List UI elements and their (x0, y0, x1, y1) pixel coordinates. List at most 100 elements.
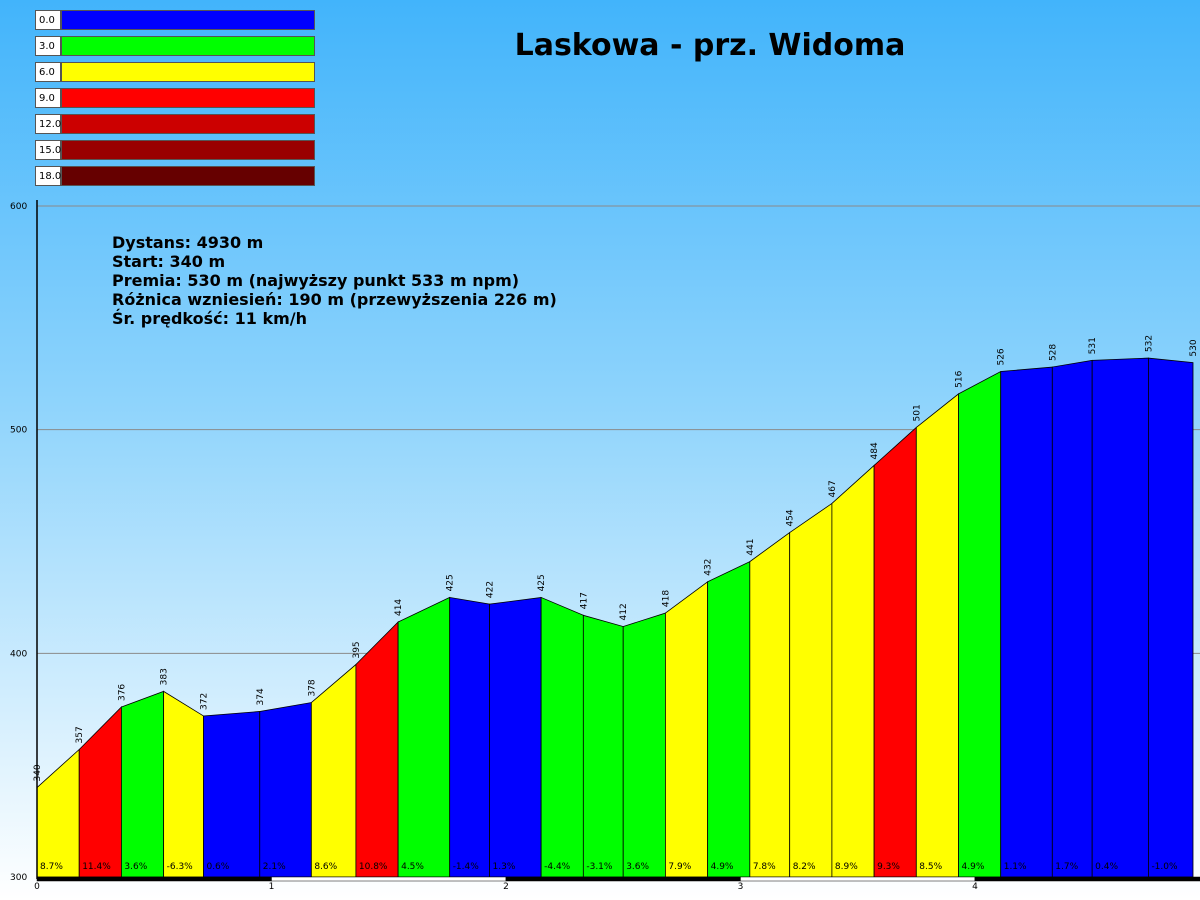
stat-start: Start: 340 m (112, 252, 226, 271)
segment-grade-label: -3.1% (586, 862, 613, 872)
profile-segment (831, 464, 875, 878)
legend-item: 0.0 (35, 10, 316, 32)
x-axis-band (271, 876, 507, 882)
profile-segment (36, 748, 80, 878)
segment-grade-label: 3.6% (124, 862, 147, 872)
elevation-label: 425 (446, 574, 456, 591)
legend-color-swatch (61, 10, 315, 30)
legend-color-swatch (61, 36, 315, 56)
elevation-label: 532 (1144, 335, 1154, 352)
legend-item: 3.0 (35, 36, 316, 58)
elevation-label: 425 (537, 574, 547, 591)
segment-grade-label: -1.0% (1151, 862, 1178, 872)
segment-grade-label: -6.3% (167, 862, 194, 872)
elevation-label: 516 (955, 370, 965, 387)
elevation-label: 383 (160, 668, 170, 685)
elevation-label: 422 (486, 581, 496, 598)
profile-segment (789, 502, 833, 878)
legend-label: 15.0 (35, 140, 61, 160)
profile-segment (540, 596, 584, 878)
segment-grade-label: 10.8% (359, 862, 388, 872)
chart-title: Laskowa - prz. Widoma (514, 28, 906, 63)
elevation-label: 395 (352, 641, 362, 658)
profile-segment (749, 531, 791, 878)
profile-segment (397, 596, 451, 878)
elevation-label: 418 (661, 590, 671, 607)
profile-segment (958, 370, 1002, 878)
elevation-label: 441 (746, 538, 756, 555)
elevation-label: 372 (199, 693, 209, 710)
x-tick-label: 4 (972, 882, 978, 892)
profile-segment (915, 393, 959, 878)
profile-segment (707, 560, 751, 878)
x-tick-label: 1 (269, 882, 275, 892)
legend-label: 9.0 (35, 88, 61, 108)
segment-grade-label: 4.9% (711, 862, 734, 872)
x-tick-label: 0 (34, 882, 40, 892)
y-tick-label: 300 (10, 873, 27, 883)
legend-label: 12.0 (35, 114, 61, 134)
x-axis-band (740, 876, 976, 882)
elevation-label: 340 (33, 764, 43, 781)
profile-segment (203, 711, 261, 878)
segment-grade-label: -1.4% (453, 862, 480, 872)
segment-grade-label: 8.6% (314, 862, 337, 872)
segment-grade-label: 4.9% (962, 862, 985, 872)
legend-color-swatch (61, 114, 315, 134)
x-tick-label: 3 (738, 882, 744, 892)
elevation-label: 454 (786, 509, 796, 526)
legend-item: 18.0 (35, 166, 316, 188)
stat-avg-speed: Śr. prędkość: 11 km/h (112, 309, 307, 328)
segment-grade-label: 9.3% (877, 862, 900, 872)
profile-segment (121, 690, 165, 878)
x-tick-label: 2 (503, 882, 509, 892)
profile-segment (622, 612, 666, 878)
elevation-label: 414 (394, 599, 404, 616)
segment-grade-label: 0.6% (206, 862, 229, 872)
elevation-label: 374 (256, 688, 266, 705)
stat-elevation-diff: Różnica wzniesień: 190 m (przewyższenia … (112, 290, 557, 309)
elevation-label: 357 (75, 726, 85, 743)
stat-distance: Dystans: 4930 m (112, 233, 264, 252)
legend-item: 12.0 (35, 114, 316, 136)
elevation-label: 467 (828, 480, 838, 497)
elevation-label: 501 (912, 404, 922, 421)
segment-grade-label: 2.1% (263, 862, 286, 872)
profile-segment (310, 663, 357, 878)
elevation-label: 531 (1088, 337, 1098, 354)
elevation-label: 484 (870, 442, 880, 459)
legend-label: 3.0 (35, 36, 61, 56)
segment-grade-label: 0.4% (1095, 862, 1118, 872)
profile-segment (355, 621, 399, 878)
segment-grade-label: 4.5% (401, 862, 424, 872)
y-tick-label: 500 (10, 426, 27, 436)
elevation-label: 417 (579, 592, 589, 609)
legend-color-swatch (61, 88, 315, 108)
y-tick-label: 400 (10, 649, 27, 659)
elevation-label: 530 (1189, 339, 1199, 356)
profile-segment (259, 702, 312, 878)
elevation-label: 526 (997, 348, 1007, 365)
elevation-label: 378 (307, 679, 317, 696)
profile-segment (1091, 357, 1149, 878)
elevation-label: 528 (1048, 344, 1058, 361)
segment-grade-label: 1.1% (1004, 862, 1027, 872)
segment-grade-label: 8.7% (40, 862, 63, 872)
profile-segment (873, 426, 917, 878)
legend-color-swatch (61, 166, 315, 186)
legend-item: 15.0 (35, 140, 316, 162)
profile-segment (582, 614, 624, 878)
elevation-label: 376 (117, 684, 127, 701)
profile-segment (449, 596, 490, 878)
y-tick-label: 600 (10, 202, 27, 212)
profile-segment (489, 596, 542, 878)
stat-summit: Premia: 530 m (najwyższy punkt 533 m npm… (112, 271, 520, 290)
segment-grade-label: 11.4% (82, 862, 111, 872)
profile-segment (78, 706, 122, 878)
x-axis-band (505, 876, 741, 882)
profile-segment (665, 580, 709, 878)
legend-item: 6.0 (35, 62, 316, 84)
segment-grade-label: 1.7% (1055, 862, 1078, 872)
segment-grade-label: 7.9% (668, 862, 691, 872)
